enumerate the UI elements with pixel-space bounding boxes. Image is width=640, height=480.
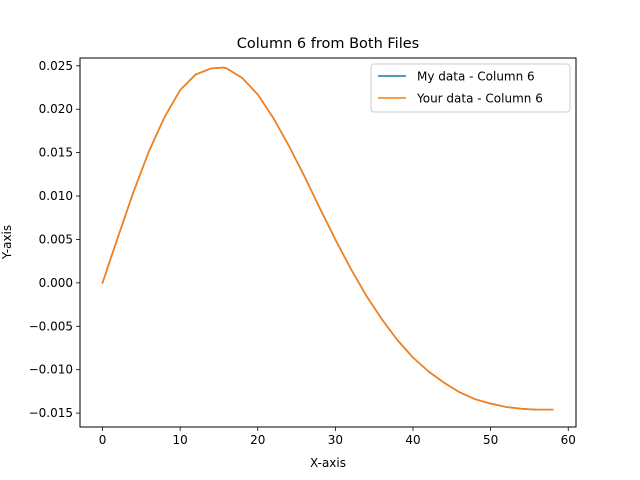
series-line-1 — [101, 66, 554, 411]
plot-area — [101, 66, 554, 411]
legend-box — [370, 63, 571, 113]
x-tick-label: 50 — [483, 433, 498, 447]
x-tick-label: 60 — [561, 433, 576, 447]
y-axis: −0.015 −0.010 −0.005 0.000 0.005 0.010 0.015 0.… — [29, 59, 80, 420]
legend-label-my-data: My data - Column 6 — [417, 70, 535, 84]
plot-frame — [79, 57, 577, 428]
x-tick-label: 10 — [172, 433, 187, 447]
y-axis-label: Y-axis — [0, 225, 14, 260]
y-tick-label: −0.010 — [29, 363, 73, 377]
x-tick-label: 20 — [250, 433, 265, 447]
x-tick-label: 0 — [99, 433, 107, 447]
series-line-0 — [101, 66, 554, 411]
y-tick-label: 0.020 — [39, 102, 73, 116]
y-tick-label: 0.005 — [39, 232, 73, 246]
chart-title: Column 6 from Both Files — [237, 36, 419, 52]
x-axis-label: X-axis — [310, 456, 346, 470]
y-tick-label: 0.000 — [39, 276, 73, 290]
legend: My data - Column 6 Your data - Column 6 — [370, 63, 571, 113]
legend-label-your-data: Your data - Column 6 — [416, 92, 543, 106]
x-axis: 0 10 20 30 40 50 60 — [99, 427, 576, 447]
x-tick-label: 30 — [328, 433, 343, 447]
y-tick-label: 0.015 — [39, 146, 73, 160]
y-tick-label: −0.015 — [29, 406, 73, 420]
y-tick-label: 0.010 — [39, 189, 73, 203]
x-tick-label: 40 — [405, 433, 420, 447]
y-tick-label: 0.025 — [39, 59, 73, 73]
y-tick-label: −0.005 — [29, 319, 73, 333]
